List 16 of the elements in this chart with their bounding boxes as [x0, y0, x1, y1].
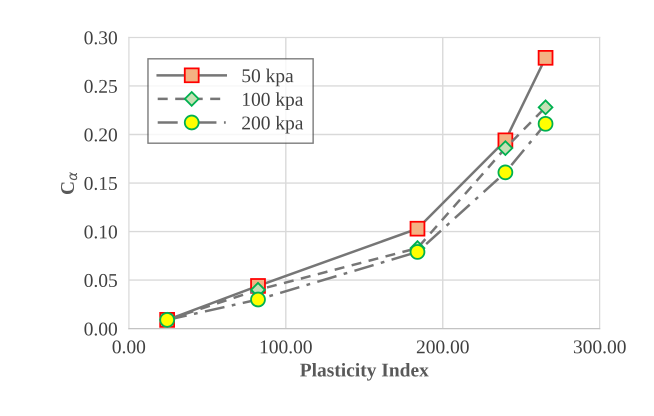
- x-axis-title: Plasticity Index: [300, 362, 429, 381]
- x-tick-label: 100.00: [260, 340, 312, 354]
- legend-label: 200 kpa: [242, 116, 304, 134]
- y-axis-title: C$_{α}$: [60, 172, 78, 194]
- legend-label: 100 kpa: [243, 92, 304, 110]
- x-tick-label: 200.00: [416, 340, 469, 354]
- y-tick-label: 0.20: [84, 128, 117, 142]
- y-tick-label: 0.10: [84, 225, 117, 239]
- y-tick-label: 0.05: [84, 274, 117, 288]
- y-tick-label: 0.30: [84, 31, 117, 44]
- y-tick-label: 0.15: [84, 176, 117, 190]
- y-tick-label: 0.00: [84, 322, 117, 336]
- x-tick-label: 300.00: [574, 340, 626, 354]
- x-tick-label: 0.00: [112, 340, 146, 354]
- y-tick-label: 0.25: [84, 80, 117, 93]
- legend-label: 50 kpa: [242, 68, 294, 86]
